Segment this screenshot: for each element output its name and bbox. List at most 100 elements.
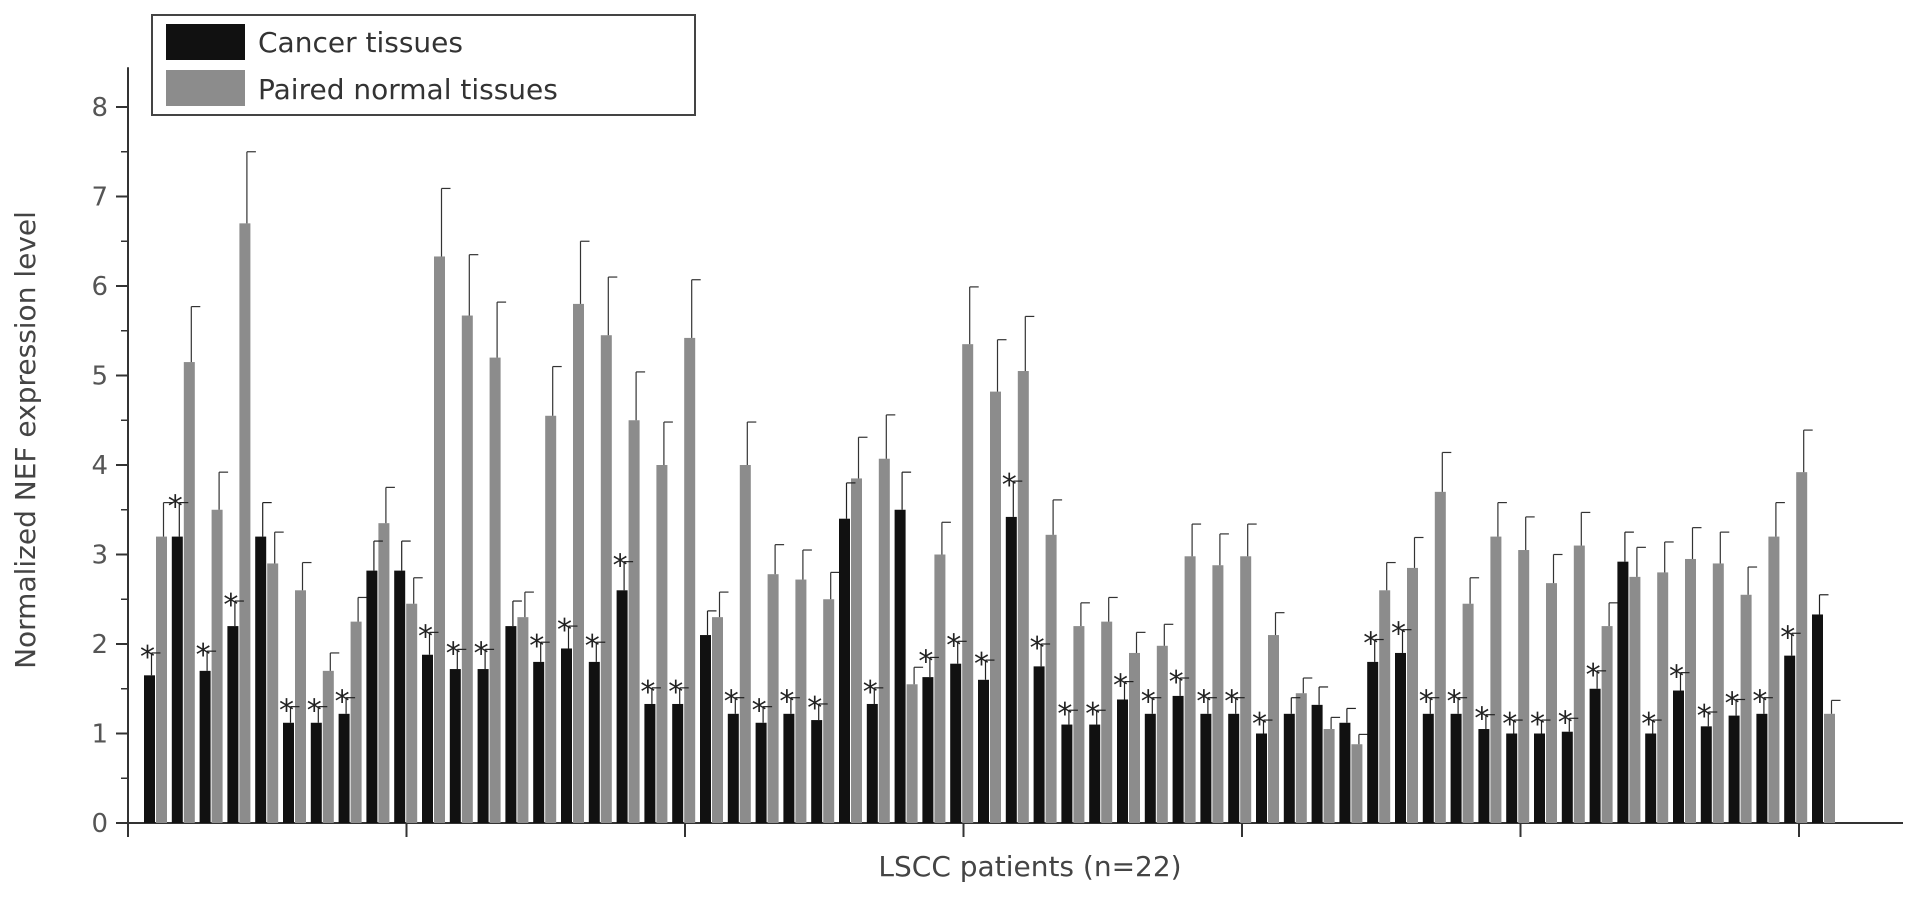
- bar-normal-23: [767, 574, 779, 823]
- bar-normal-40: [1240, 556, 1252, 823]
- significance-star-41: *: [1252, 707, 1267, 742]
- bar-normal-15: [545, 415, 557, 823]
- significance-star-17: *: [585, 629, 600, 664]
- bar-cancer-33: [1033, 666, 1045, 823]
- bar-cancer-12: [449, 669, 461, 823]
- bar-normal-39: [1212, 565, 1224, 823]
- bar-normal-52: [1573, 545, 1585, 823]
- y-tick-label: 3: [91, 541, 108, 571]
- bar-cancer-19: [644, 703, 656, 823]
- bar-cancer-36: [1117, 699, 1128, 823]
- bar-normal-7: [322, 670, 334, 823]
- significance-star-45: *: [1363, 627, 1378, 662]
- bar-normal-32: [1017, 371, 1029, 823]
- y-tick-label: 1: [91, 720, 108, 750]
- significance-star-56: *: [1669, 660, 1684, 695]
- significance-star-6: *: [279, 694, 294, 729]
- bar-cancer-44: [1339, 722, 1351, 823]
- bar-normal-3: [211, 509, 223, 823]
- bar-normal-19: [656, 465, 668, 823]
- bar-cancer-20: [672, 703, 684, 823]
- bar-normal-56: [1685, 558, 1696, 823]
- bar-normal-4: [239, 223, 251, 824]
- significance-star-51: *: [1530, 707, 1545, 742]
- significance-star-30: *: [946, 628, 961, 663]
- bar-cancer-24: [783, 713, 795, 823]
- significance-star-12: *: [446, 636, 461, 671]
- y-tick-label: 4: [91, 451, 108, 481]
- significance-star-3: *: [196, 638, 211, 673]
- y-tick-label: 7: [91, 183, 108, 213]
- bar-cancer-21: [700, 635, 711, 823]
- bar-cancer-5: [255, 536, 267, 823]
- y-tick-label: 0: [91, 809, 108, 839]
- bar-normal-11: [434, 256, 445, 824]
- bar-normal-13: [489, 357, 501, 823]
- bar-normal-44: [1351, 744, 1363, 823]
- bar-cancer-30: [950, 663, 962, 823]
- bar-cancer-7: [310, 722, 322, 823]
- significance-star-27: *: [863, 675, 878, 710]
- x-axis-label: LSCC patients (n=22): [878, 850, 1181, 883]
- bar-normal-47: [1434, 491, 1446, 823]
- bar-normal-34: [1073, 626, 1085, 823]
- legend-swatch-normal: [166, 70, 245, 106]
- legend-swatch-cancer: [166, 24, 245, 60]
- significance-star-46: *: [1391, 617, 1406, 652]
- significance-star-25: *: [807, 691, 822, 726]
- bar-normal-21: [712, 617, 723, 823]
- bar-normal-58: [1740, 594, 1752, 823]
- bar-normal-24: [795, 579, 807, 823]
- y-axis-label: Normalized NEF expression level: [9, 211, 42, 669]
- bar-cancer-55: [1645, 733, 1657, 823]
- bar-cancer-61: [1812, 614, 1823, 823]
- bar-cancer-14: [505, 626, 517, 823]
- y-tick-label: 8: [91, 93, 108, 123]
- bar-normal-33: [1045, 534, 1057, 823]
- bar-cancer-38: [1172, 695, 1184, 823]
- bar-normal-6: [295, 590, 306, 823]
- bar-cancer-46: [1395, 652, 1406, 823]
- significance-star-36: *: [1113, 669, 1128, 704]
- significance-star-15: *: [529, 629, 544, 664]
- legend: Cancer tissues Paired normal tissues: [151, 14, 696, 116]
- significance-star-24: *: [779, 685, 794, 720]
- bar-normal-18: [628, 420, 640, 823]
- bar-normal-35: [1101, 621, 1113, 823]
- bar-normal-59: [1768, 536, 1780, 823]
- bar-normal-1: [156, 536, 167, 823]
- significance-star-4: *: [223, 588, 238, 623]
- significance-star-13: *: [474, 636, 489, 671]
- y-tick-label: 5: [91, 362, 108, 392]
- significance-star-35: *: [1085, 697, 1100, 732]
- bar-cancer-50: [1506, 733, 1518, 823]
- significance-star-23: *: [752, 694, 767, 729]
- bar-cancer-43: [1311, 704, 1323, 823]
- bar-cancer-2: [171, 536, 183, 823]
- bar-cancer-47: [1422, 713, 1434, 823]
- bar-cancer-11: [422, 654, 433, 823]
- significance-star-19: *: [640, 675, 655, 710]
- significance-star-18: *: [613, 549, 628, 584]
- legend-label-cancer: Cancer tissues: [258, 26, 463, 59]
- bar-normal-31: [990, 391, 1001, 823]
- bar-normal-49: [1490, 536, 1502, 823]
- significance-star-2: *: [168, 490, 183, 525]
- bar-normal-43: [1323, 729, 1335, 823]
- bar-cancer-32: [1005, 516, 1017, 823]
- significance-star-57: *: [1697, 699, 1712, 734]
- bar-normal-37: [1156, 645, 1168, 823]
- bar-normal-60: [1796, 472, 1808, 823]
- bar-cancer-35: [1089, 724, 1101, 823]
- bar-cancer-31: [978, 679, 989, 823]
- bar-cancer-26: [839, 518, 850, 823]
- significance-star-47: *: [1419, 685, 1434, 720]
- bar-cancer-57: [1700, 726, 1712, 823]
- bar-normal-36: [1129, 652, 1140, 823]
- bar-cancer-42: [1283, 713, 1295, 823]
- significance-star-20: *: [668, 675, 683, 710]
- bar-cancer-8: [338, 713, 350, 823]
- bar-cancer-48: [1450, 713, 1462, 823]
- bar-cancer-54: [1617, 561, 1629, 823]
